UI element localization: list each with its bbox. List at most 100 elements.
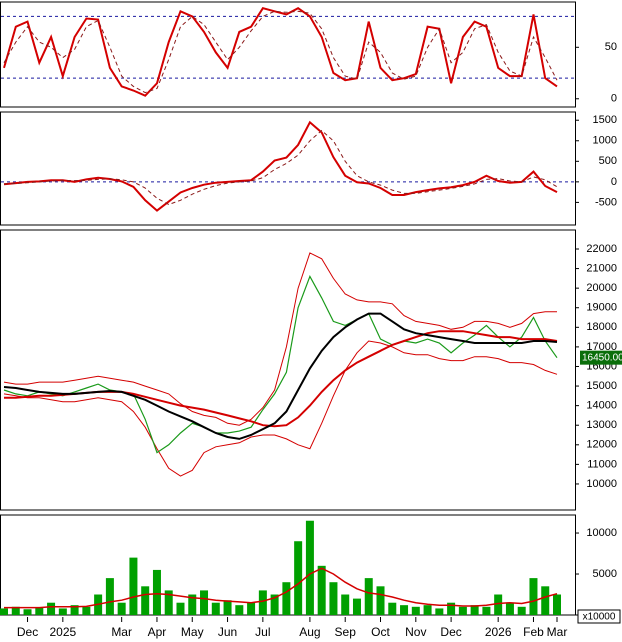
- y-tick-label: 13000: [586, 419, 617, 431]
- x-tick-label: Nov: [405, 625, 426, 639]
- series-line: [3, 252, 557, 426]
- series-line: [4, 567, 558, 609]
- y-tick-label: 10000: [586, 527, 617, 539]
- volume-bar: [211, 602, 220, 615]
- y-tick-label: 0: [611, 176, 617, 188]
- y-tick-label: 17000: [586, 341, 617, 353]
- y-tick-label: 14000: [586, 400, 617, 412]
- multiplier-box: [577, 609, 621, 624]
- volume-bar: [517, 606, 526, 615]
- volume-bar: [400, 605, 409, 615]
- volume-bar: [258, 590, 267, 615]
- x-tick-label: Jul: [255, 625, 270, 639]
- volume-bar: [352, 598, 361, 615]
- volume-bar: [435, 608, 444, 615]
- volume-bar: [11, 606, 20, 615]
- panel-frame: [0, 111, 576, 226]
- x-tick-label: Mar: [547, 625, 568, 639]
- y-tick-label: 10000: [586, 478, 617, 490]
- series-line: [3, 129, 558, 206]
- x-tick-label: 2026: [485, 625, 512, 639]
- y-tick-label: 0: [611, 93, 617, 105]
- volume-bar: [282, 582, 291, 615]
- y-tick-label: 19000: [586, 302, 617, 314]
- volume-bar: [482, 606, 491, 615]
- volume-bar: [447, 602, 456, 615]
- volume-bar: [541, 586, 550, 615]
- volume-bar: [117, 602, 126, 615]
- series-line: [3, 312, 558, 440]
- x-tick-label: Jun: [218, 625, 237, 639]
- volume-bar: [247, 602, 256, 615]
- volume-bar: [0, 608, 8, 615]
- y-tick-label: 21000: [586, 262, 617, 274]
- volume-bar: [529, 578, 538, 615]
- series-line: [3, 10, 558, 94]
- y-tick-label: -500: [595, 196, 617, 208]
- x-tick-label: Sep: [335, 625, 357, 639]
- panel-frame: [0, 229, 576, 511]
- volume-bar: [411, 606, 420, 615]
- last-price-label: 16450.00: [582, 352, 622, 363]
- volume-bar: [35, 607, 44, 615]
- x-tick-label: Apr: [148, 625, 167, 639]
- volume-bar: [376, 586, 385, 615]
- x-tick-label: Oct: [371, 625, 390, 639]
- volume-bar: [341, 594, 350, 615]
- volume-bar: [423, 605, 432, 615]
- volume-bar: [305, 520, 314, 615]
- volume-bar: [235, 605, 244, 615]
- volume-bar: [458, 606, 467, 615]
- last-price-box: [580, 350, 622, 365]
- volume-bar: [270, 594, 279, 615]
- volume-bar: [188, 594, 197, 615]
- panel-frame: [0, 1, 576, 108]
- y-tick-label: 1000: [593, 135, 617, 147]
- x-tick-label: May: [181, 625, 204, 639]
- volume-bar: [105, 578, 114, 615]
- volume-bar: [329, 582, 338, 615]
- volume-bar: [47, 602, 56, 615]
- x-tick-label: 2025: [49, 625, 76, 639]
- x-tick-label: Dec: [17, 625, 38, 639]
- volume-bar: [200, 590, 209, 615]
- volume-bar: [505, 602, 514, 615]
- y-tick-label: 22000: [586, 243, 617, 255]
- volume-bar: [23, 609, 32, 615]
- y-tick-label: 500: [599, 155, 617, 167]
- volume-bar: [141, 586, 150, 615]
- volume-bar: [58, 608, 67, 615]
- volume-bar: [294, 541, 303, 615]
- x-tick-label: Aug: [299, 625, 320, 639]
- series-line: [4, 330, 558, 428]
- volume-bar: [364, 578, 373, 615]
- x-tick-label: Mar: [111, 625, 132, 639]
- volume-bar: [164, 590, 173, 615]
- y-tick-label: 18000: [586, 321, 617, 333]
- volume-bar: [152, 569, 161, 615]
- x-tick-label: Dec: [440, 625, 461, 639]
- volume-bar: [176, 602, 185, 615]
- volume-bar: [70, 605, 79, 615]
- y-tick-label: 11000: [587, 458, 617, 470]
- y-tick-label: 1500: [593, 114, 617, 126]
- y-tick-label: 5000: [593, 568, 617, 580]
- volume-bar: [494, 594, 503, 615]
- series-line: [3, 120, 558, 212]
- volume-bar: [129, 557, 138, 615]
- volume-bar: [82, 606, 91, 615]
- x-tick-label: Feb: [523, 625, 544, 639]
- y-tick-label: 50: [605, 41, 617, 53]
- volume-bar: [317, 565, 326, 615]
- volume-bar: [388, 602, 397, 615]
- y-tick-label: 20000: [586, 282, 617, 294]
- volume-bar: [223, 600, 232, 615]
- series-line: [3, 340, 558, 477]
- multiplier-label: x10000: [583, 612, 616, 623]
- volume-bar: [553, 594, 561, 615]
- series-line: [3, 7, 558, 97]
- y-tick-label: 15000: [586, 380, 617, 392]
- volume-bar: [470, 605, 479, 615]
- y-tick-label: 12000: [586, 439, 617, 451]
